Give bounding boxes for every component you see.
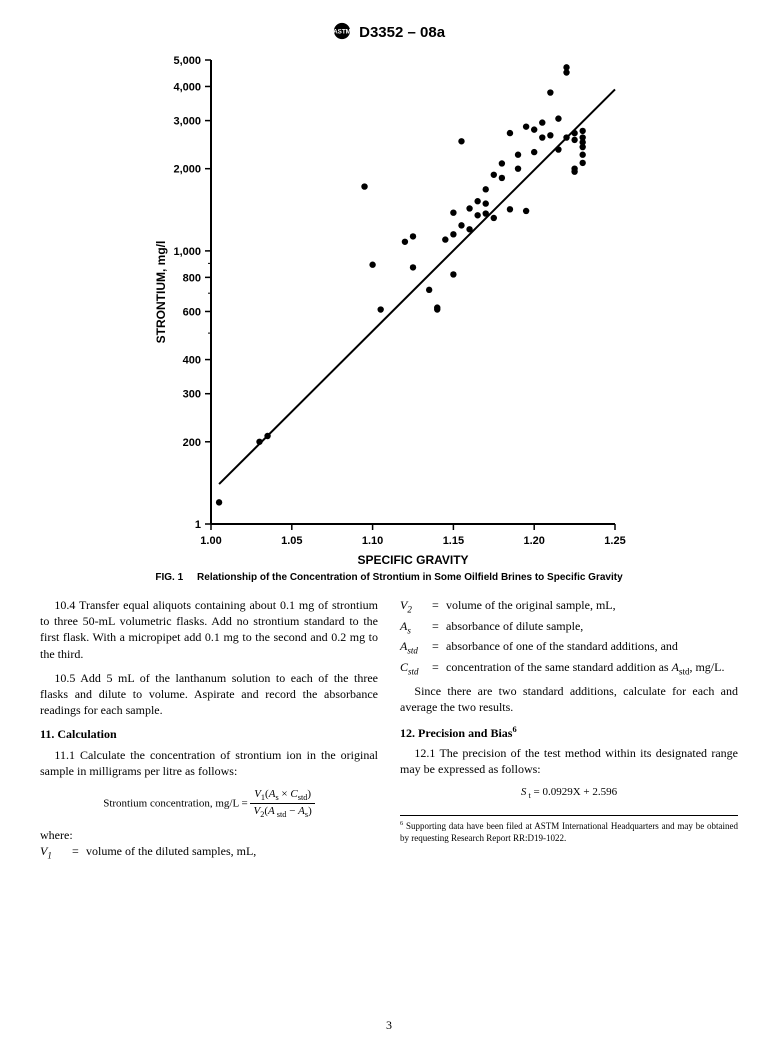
svg-text:800: 800 bbox=[183, 272, 201, 284]
designation-text: D3352 – 08a bbox=[359, 24, 445, 41]
def-as: As = absorbance of dilute sample, bbox=[400, 618, 738, 637]
svg-text:1.00: 1.00 bbox=[200, 535, 221, 547]
para-since: Since there are two standard additions, … bbox=[400, 683, 738, 715]
figure-caption-text: Relationship of the Concentration of Str… bbox=[197, 572, 623, 583]
section-11-title: 11. Calculation bbox=[40, 726, 378, 742]
def-v2: V2 = volume of the original sample, mL, bbox=[400, 597, 738, 616]
svg-text:1.05: 1.05 bbox=[281, 535, 302, 547]
page-number: 3 bbox=[0, 1018, 778, 1033]
where-label: where: bbox=[40, 827, 378, 843]
def-cstd: Cstd = concentration of the same standar… bbox=[400, 659, 738, 678]
document-header: ASTM D3352 – 08a bbox=[40, 22, 738, 44]
equation-precision: S t = 0.0929X + 2.596 bbox=[400, 785, 738, 801]
svg-text:1: 1 bbox=[195, 519, 201, 531]
def-v1: V1 = volume of the diluted samples, mL, bbox=[40, 843, 378, 862]
svg-text:300: 300 bbox=[183, 389, 201, 401]
def-astd: Astd = absorbance of one of the standard… bbox=[400, 638, 738, 657]
svg-text:1.10: 1.10 bbox=[362, 535, 383, 547]
right-column: V2 = volume of the original sample, mL, … bbox=[400, 597, 738, 863]
svg-text:ASTM: ASTM bbox=[333, 29, 351, 36]
svg-text:1,000: 1,000 bbox=[173, 246, 201, 258]
svg-text:SPECIFIC GRAVITY: SPECIFIC GRAVITY bbox=[357, 553, 468, 567]
section-12-title: 12. Precision and Bias6 bbox=[400, 724, 738, 741]
para-10-5: 10.5 Add 5 mL of the lanthanum solution … bbox=[40, 670, 378, 719]
svg-text:5,000: 5,000 bbox=[173, 55, 201, 67]
svg-text:600: 600 bbox=[183, 306, 201, 318]
svg-text:STRONTIUM, mg/l: STRONTIUM, mg/l bbox=[154, 241, 168, 344]
figure-1-caption: FIG. 1 Relationship of the Concentration… bbox=[40, 572, 738, 583]
equation-strontium-conc: Strontium concentration, mg/L = V1(As × … bbox=[40, 787, 378, 821]
definitions-left: V1 = volume of the diluted samples, mL, bbox=[40, 843, 378, 862]
footnote-6: 6 Supporting data have been filed at AST… bbox=[400, 815, 738, 844]
figure-1-chart: 1.00 1.05 1.10 1.15 1.20 1.25 SPECIFIC GRAVITY… bbox=[40, 50, 738, 570]
svg-text:1.15: 1.15 bbox=[443, 535, 464, 547]
svg-text:200: 200 bbox=[183, 437, 201, 449]
svg-text:1.25: 1.25 bbox=[604, 535, 625, 547]
scatter-chart-svg: 1.00 1.05 1.10 1.15 1.20 1.25 SPECIFIC GRAVITY… bbox=[149, 50, 629, 570]
svg-text:4,000: 4,000 bbox=[173, 81, 201, 93]
page: ASTM D3352 – 08a 1.00 1.05 1.10 1.15 1.20 1.2… bbox=[0, 0, 778, 1041]
para-11-1: 11.1 Calculate the concentration of stro… bbox=[40, 747, 378, 779]
para-12-1: 12.1 The precision of the test method wi… bbox=[400, 745, 738, 777]
equation-fraction: V1(As × Cstd) V2(A std − As) bbox=[250, 787, 314, 821]
equation-label: Strontium concentration, mg/L = bbox=[103, 797, 248, 809]
astm-logo: ASTM bbox=[333, 22, 351, 44]
svg-text:2,000: 2,000 bbox=[173, 164, 201, 176]
two-column-body: 10.4 Transfer equal aliquots containing … bbox=[40, 597, 738, 863]
para-10-4: 10.4 Transfer equal aliquots containing … bbox=[40, 597, 378, 662]
left-column: 10.4 Transfer equal aliquots containing … bbox=[40, 597, 378, 863]
definitions-right: V2 = volume of the original sample, mL, … bbox=[400, 597, 738, 677]
svg-text:1.20: 1.20 bbox=[523, 535, 544, 547]
figure-label: FIG. 1 bbox=[155, 572, 183, 583]
svg-text:400: 400 bbox=[183, 355, 201, 367]
svg-text:3,000: 3,000 bbox=[173, 116, 201, 128]
